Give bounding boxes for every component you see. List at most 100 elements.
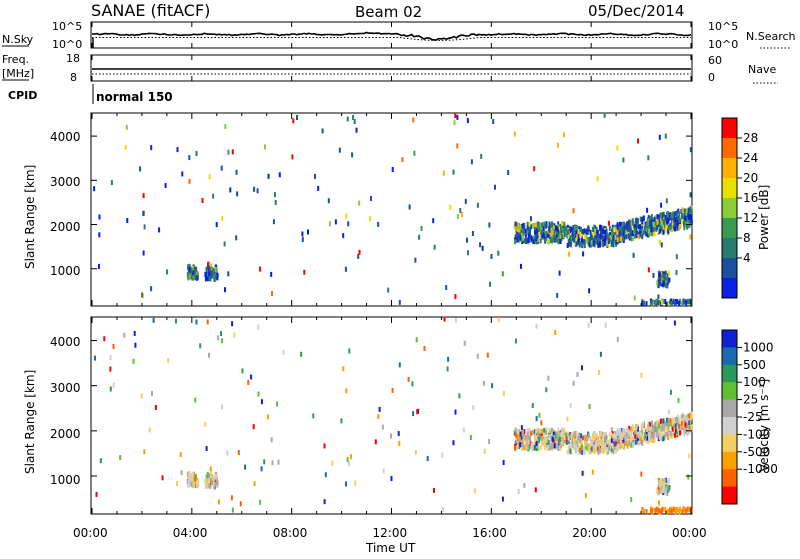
- power-echo: [557, 239, 560, 245]
- power-colorbar-tick-label: 16: [743, 191, 758, 205]
- power-echo: [619, 231, 622, 237]
- velocity-echo: [547, 440, 550, 446]
- power-echo: [689, 192, 692, 198]
- velocity-echo: [604, 436, 606, 442]
- velocity-echo: [443, 316, 446, 322]
- power-echo: [201, 198, 204, 203]
- power-echo: [208, 275, 211, 281]
- power-echo: [535, 239, 538, 245]
- velocity-echo: [433, 487, 435, 493]
- power-echo: [601, 241, 604, 247]
- power-echo: [688, 223, 691, 229]
- power-echo: [369, 216, 372, 222]
- velocity-echo: [411, 381, 414, 387]
- velocity-echo: [213, 484, 216, 490]
- power-echo: [236, 191, 239, 197]
- power-echo: [253, 186, 256, 192]
- power-echo: [494, 184, 496, 190]
- velocity-echo: [665, 431, 668, 437]
- velocity-echo: [271, 460, 274, 466]
- velocity-echo: [535, 416, 538, 422]
- power-echo: [668, 270, 671, 276]
- velocity-echo: [650, 508, 653, 514]
- velocity-echo: [550, 444, 553, 450]
- velocity-echo: [270, 437, 273, 443]
- velocity-echo: [668, 431, 671, 437]
- power-echo: [398, 299, 401, 305]
- velocity-echo: [441, 452, 444, 458]
- velocity-echo: [518, 434, 521, 440]
- power-colorbar-tick-label: 12: [743, 211, 758, 225]
- power-echo: [522, 238, 525, 244]
- power-echo: [615, 234, 618, 240]
- noise-right-tick-high: 10^5: [708, 20, 738, 33]
- velocity-echo: [323, 443, 326, 449]
- velocity-echo: [666, 485, 669, 491]
- power-echo: [683, 225, 686, 231]
- velocity-echo: [676, 507, 678, 512]
- velocity-echo: [112, 382, 115, 388]
- velocity-echo: [575, 440, 578, 446]
- velocity-echo: [569, 403, 572, 409]
- velocity-echo: [681, 509, 684, 515]
- power-echo: [649, 226, 651, 232]
- velocity-echo: [587, 443, 590, 449]
- power-echo: [342, 233, 345, 239]
- velocity-echo: [588, 404, 591, 409]
- velocity-echo: [161, 475, 164, 481]
- power-echo: [650, 300, 653, 306]
- power-echo: [520, 229, 523, 235]
- velocity-echo: [667, 418, 670, 424]
- velocity-echo: [641, 440, 644, 446]
- velocity-echo: [529, 435, 531, 441]
- velocity-echo: [622, 436, 625, 442]
- power-echo: [662, 212, 665, 218]
- power-echo: [176, 147, 179, 153]
- velocity-echo: [340, 418, 343, 424]
- velocity-echo: [345, 481, 347, 487]
- velocity-echo: [591, 446, 594, 452]
- power-echo: [542, 226, 545, 232]
- velocity-echo: [547, 375, 550, 381]
- power-echo: [602, 238, 605, 244]
- velocity-echo: [673, 320, 676, 326]
- velocity-echo: [615, 440, 618, 446]
- velocity-echo: [514, 338, 517, 344]
- power-echo: [231, 149, 234, 155]
- power-echo: [673, 217, 676, 223]
- power-echo: [595, 226, 598, 232]
- power-echo: [629, 232, 632, 238]
- power-echo: [647, 155, 650, 161]
- power-echo: [418, 234, 421, 240]
- velocity-echo: [640, 372, 643, 378]
- power-echo: [224, 287, 226, 293]
- power-echo: [669, 215, 672, 220]
- power-colorbar-swatch: [722, 258, 737, 279]
- power-echo: [592, 227, 594, 232]
- power-echo: [668, 225, 671, 231]
- power-echo: [560, 225, 563, 231]
- power-echo: [213, 276, 216, 282]
- velocity-echo: [687, 507, 690, 513]
- velocity-echo: [626, 427, 629, 433]
- power-echo: [660, 226, 663, 232]
- power-echo: [544, 223, 547, 229]
- power-echo: [686, 208, 689, 214]
- velocity-echo: [196, 480, 199, 485]
- velocity-echo: [579, 447, 582, 453]
- power-colorbar-swatch: [722, 158, 737, 179]
- velocity-echo: [583, 434, 586, 440]
- velocity-echo: [686, 414, 689, 420]
- power-echo: [351, 152, 354, 158]
- power-echo: [507, 170, 510, 175]
- velocity-echo: [530, 442, 533, 448]
- power-echo: [559, 239, 562, 244]
- power-echo: [643, 228, 646, 234]
- velocity-echo: [561, 440, 564, 446]
- power-echo: [196, 272, 199, 278]
- power-echo: [643, 300, 645, 306]
- power-echo: [556, 292, 559, 298]
- power-echo: [575, 234, 578, 240]
- velocity-echo: [604, 439, 607, 445]
- power-echo: [467, 250, 469, 256]
